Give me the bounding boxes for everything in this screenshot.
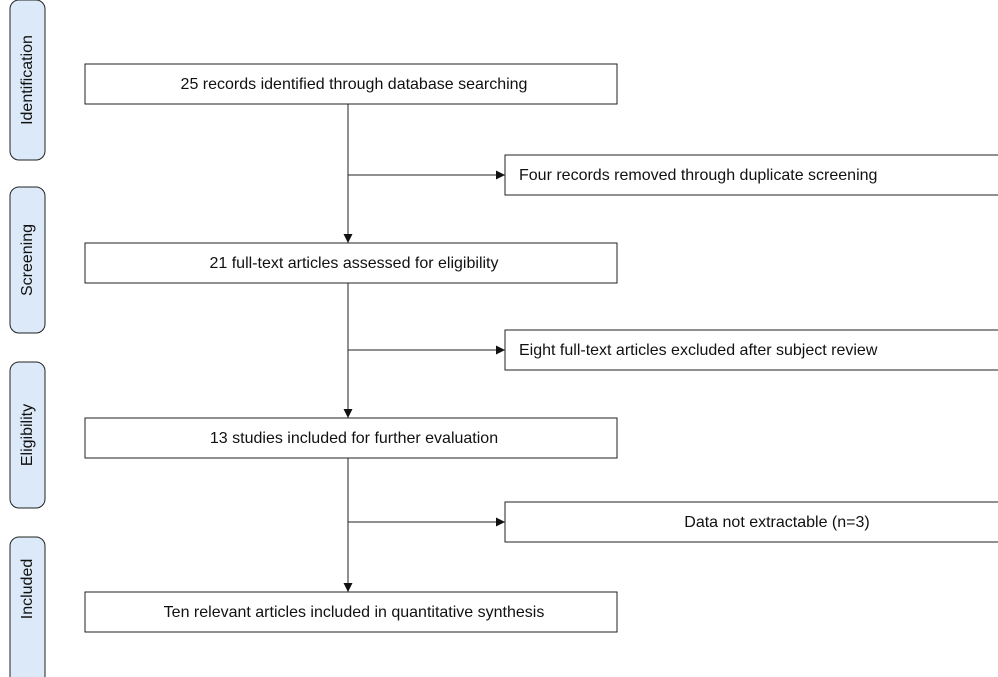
stage-label: Eligibility xyxy=(19,404,36,466)
exclusion-text: Four records removed through duplicate s… xyxy=(519,167,877,184)
step-text: Ten relevant articles included in quanti… xyxy=(164,604,545,621)
stage-label: Identification xyxy=(19,35,36,125)
stage-label: Included xyxy=(19,559,36,620)
stage-label-box xyxy=(9,0,46,161)
step-text: 13 studies included for further evaluati… xyxy=(210,430,498,447)
diagram-body: Identification Screening Eligibility Includ… xyxy=(9,0,998,677)
stage-label-box xyxy=(9,186,46,334)
stage-label: Screening xyxy=(19,224,36,296)
step-box xyxy=(84,63,618,105)
stage-label-box xyxy=(9,536,46,677)
step-text: 21 full-text articles assessed for eligi… xyxy=(209,255,498,272)
step-box xyxy=(84,591,618,633)
exclusion-text: Data not extractable (n=3) xyxy=(684,514,869,531)
step-box xyxy=(84,417,618,459)
step-box xyxy=(84,242,618,284)
exclusion-text: Eight full-text articles excluded after … xyxy=(519,342,878,359)
step-text: 25 records identified through database s… xyxy=(181,76,528,93)
stage-label-box xyxy=(9,361,46,509)
